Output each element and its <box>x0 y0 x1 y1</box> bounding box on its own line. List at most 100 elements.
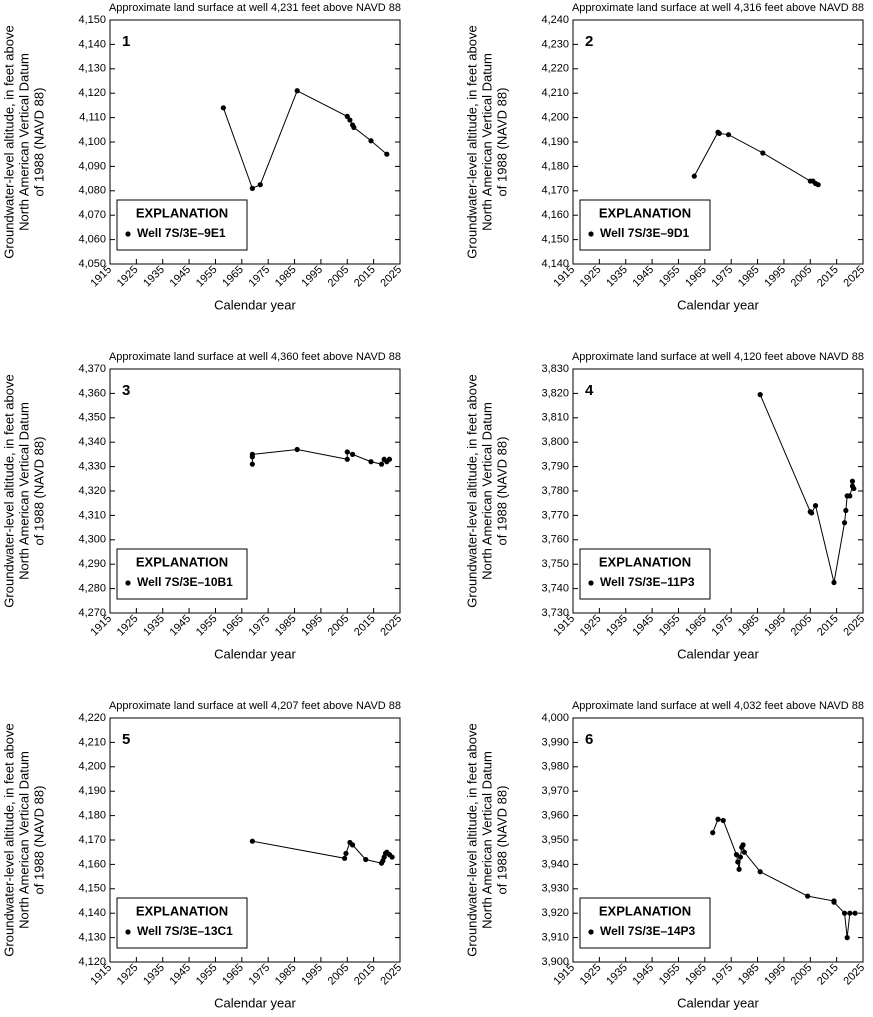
panel-title: Approximate land surface at well 4,316 f… <box>572 2 864 14</box>
y-axis-label: North American Vertical Datum <box>16 402 31 580</box>
x-tick-label: 1935 <box>141 962 167 988</box>
y-tick-label: 4,200 <box>541 112 569 124</box>
data-point <box>757 869 763 875</box>
x-tick-label: 2025 <box>378 613 404 639</box>
y-tick-label: 4,130 <box>78 932 106 944</box>
y-axis-label: of 1988 (NAVD 88) <box>494 786 509 895</box>
legend-marker <box>588 231 594 237</box>
y-axis-label: of 1988 (NAVD 88) <box>31 437 46 546</box>
y-tick-label: 4,240 <box>541 14 569 26</box>
data-point <box>737 854 744 860</box>
x-tick-label: 1995 <box>299 962 325 988</box>
y-tick-label: 3,970 <box>541 785 569 797</box>
data-point <box>847 910 853 916</box>
data-point <box>805 893 811 899</box>
x-tick-label: 1955 <box>657 264 683 290</box>
panel: Approximate land surface at well 4,120 f… <box>464 351 867 662</box>
data-point <box>378 461 385 467</box>
y-tick-label: 4,330 <box>78 461 106 473</box>
x-tick-label: 2015 <box>815 962 841 988</box>
x-tick-label: 1955 <box>657 962 683 988</box>
data-point <box>847 493 853 499</box>
legend-marker <box>588 929 594 935</box>
data-point <box>389 854 395 860</box>
y-tick-label: 4,290 <box>78 558 106 570</box>
data-line <box>693 131 819 186</box>
panel-number: 5 <box>122 731 130 748</box>
data-point <box>831 579 837 586</box>
x-tick-label: 2015 <box>815 613 841 639</box>
y-tick-label: 3,730 <box>541 607 569 619</box>
y-axis-label: North American Vertical Datum <box>16 53 31 231</box>
x-tick-label: 2005 <box>789 962 815 988</box>
x-tick-label: 1935 <box>604 613 630 639</box>
panel-number: 2 <box>585 33 593 50</box>
data-line <box>252 840 393 864</box>
y-tick-label: 3,830 <box>541 363 569 375</box>
data-point <box>363 856 369 863</box>
y-tick-label: 4,050 <box>78 258 106 270</box>
x-tick-label: 1925 <box>578 613 604 639</box>
y-tick-label: 3,990 <box>541 736 569 748</box>
y-tick-label: 4,230 <box>541 38 569 50</box>
data-point <box>257 182 263 188</box>
y-tick-label: 3,820 <box>541 387 569 399</box>
y-tick-label: 3,760 <box>541 534 569 546</box>
x-tick-label: 2025 <box>841 962 867 988</box>
y-tick-label: 3,800 <box>541 436 569 448</box>
y-tick-label: 4,220 <box>541 63 569 75</box>
y-axis-label: of 1988 (NAVD 88) <box>31 88 46 197</box>
panel-title: Approximate land surface at well 4,231 f… <box>109 2 401 14</box>
panel-number: 1 <box>122 33 130 50</box>
x-tick-label: 1965 <box>683 613 709 639</box>
data-point <box>349 451 356 457</box>
x-tick-label: 1975 <box>247 962 273 988</box>
legend-title: EXPLANATION <box>599 903 691 918</box>
y-tick-label: 4,350 <box>78 412 106 424</box>
data-point <box>343 850 349 857</box>
data-point <box>384 151 390 157</box>
data-point <box>249 451 255 457</box>
data-point <box>815 182 821 188</box>
legend-box <box>116 548 248 600</box>
data-point <box>716 130 722 137</box>
legend-marker <box>125 580 131 586</box>
x-axis-label: Calendar year <box>677 995 759 1010</box>
y-tick-label: 4,140 <box>78 38 106 50</box>
legend-label: Well 7S/3E–14P3 <box>600 924 696 938</box>
data-point <box>841 910 848 916</box>
y-axis-label: Groundwater-level altitude, in feet abov… <box>464 25 479 258</box>
data-point <box>349 842 356 848</box>
x-tick-label: 1985 <box>736 613 762 639</box>
x-tick-label: 2015 <box>352 962 378 988</box>
data-point <box>249 461 255 467</box>
x-tick-label: 1975 <box>710 962 736 988</box>
x-tick-label: 2025 <box>378 962 404 988</box>
y-axis-label: Groundwater-level altitude, in feet abov… <box>1 374 16 607</box>
data-point <box>294 446 300 453</box>
data-point <box>851 485 857 492</box>
data-point <box>347 117 353 123</box>
y-axis-label: of 1988 (NAVD 88) <box>494 88 509 197</box>
y-tick-label: 4,120 <box>78 956 106 968</box>
x-tick-label: 1935 <box>141 264 167 290</box>
data-point <box>344 456 350 462</box>
x-tick-label: 1945 <box>630 962 656 988</box>
x-tick-label: 1965 <box>220 613 246 639</box>
y-tick-label: 3,770 <box>541 509 569 521</box>
y-axis-label: North American Vertical Datum <box>479 402 494 580</box>
x-tick-label: 1935 <box>604 264 630 290</box>
x-tick-label: 1945 <box>630 613 656 639</box>
panel: Approximate land surface at well 4,360 f… <box>1 351 404 662</box>
y-tick-label: 3,940 <box>541 858 569 870</box>
data-point <box>844 935 850 941</box>
x-tick-label: 1955 <box>194 613 220 639</box>
x-tick-label: 1945 <box>167 613 193 639</box>
x-tick-label: 1935 <box>141 613 167 639</box>
x-tick-label: 1965 <box>220 962 246 988</box>
data-point <box>715 816 721 822</box>
y-tick-label: 4,000 <box>541 712 569 724</box>
legend-box <box>579 897 711 949</box>
x-tick-label: 2025 <box>841 613 867 639</box>
y-tick-label: 4,120 <box>78 87 106 99</box>
